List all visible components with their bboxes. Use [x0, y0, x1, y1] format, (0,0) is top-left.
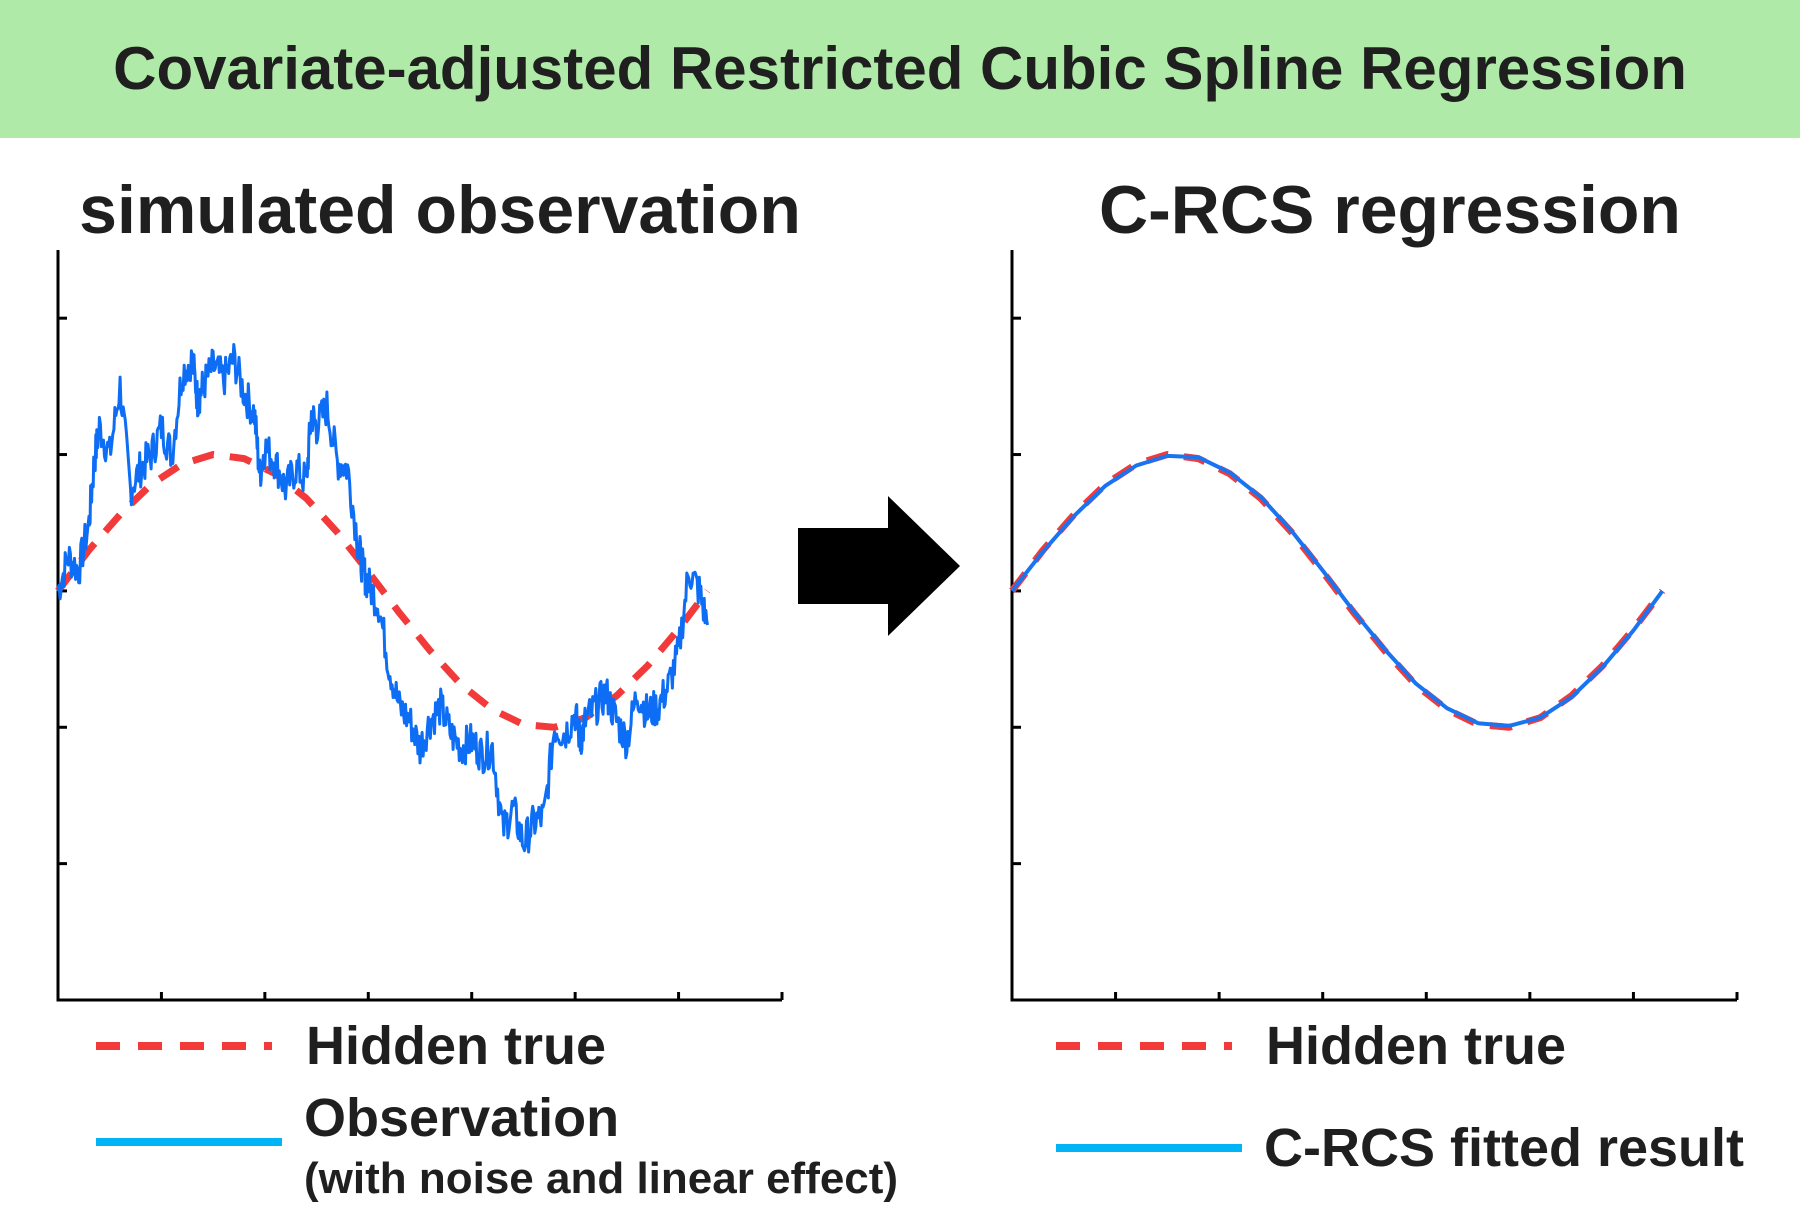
right-axes: [1010, 250, 1737, 1002]
arrow-right-icon: [798, 496, 960, 636]
title-banner: [0, 0, 1800, 138]
left-axes: [56, 250, 782, 1002]
right-series-c-rcs-fitted-result: [1010, 453, 1665, 728]
left-panel-title: simulated observation: [79, 172, 801, 248]
figure-title: Covariate-adjusted Restricted Cubic Spli…: [113, 35, 1687, 102]
left-legend-observation-label: Observation: [304, 1088, 620, 1148]
left-legend-observation-note: (with noise and linear effect): [304, 1154, 899, 1203]
right-chart: [1009, 250, 1739, 1002]
left-legend-true-label: Hidden true: [306, 1016, 607, 1076]
right-panel-title: C-RCS regression: [1099, 172, 1681, 248]
left-chart: [55, 250, 784, 1002]
right-legend-true-label: Hidden true: [1266, 1016, 1567, 1076]
right-legend-fitted-label: C-RCS fitted result: [1264, 1118, 1745, 1178]
left-series-observation: [56, 343, 709, 854]
left-series-hidden-true: [55, 451, 711, 731]
